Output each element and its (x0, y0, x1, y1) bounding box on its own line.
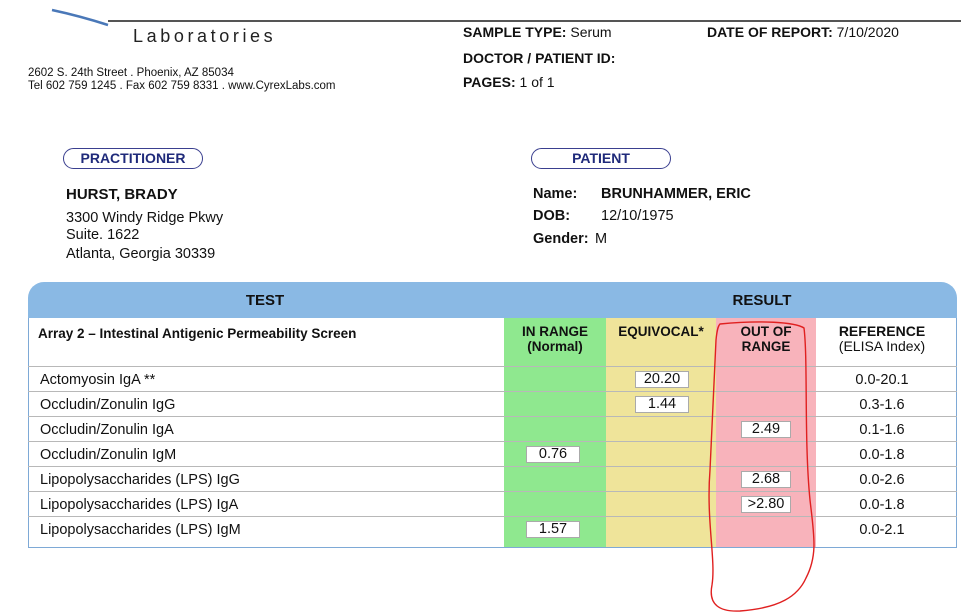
patient-dob-label: DOB: (533, 208, 571, 224)
practitioner-address1: 3300 Windy Ridge Pkwy (66, 210, 224, 226)
panel-name: Array 2 – Intestinal Antigenic Permeabil… (38, 326, 357, 341)
test-name: Occludin/Zonulin IgA (40, 422, 174, 438)
row-separator (28, 466, 957, 467)
report-date-value: 7/10/2020 (836, 24, 899, 40)
top-rule (108, 20, 961, 22)
table-body (28, 318, 957, 548)
pages-label: PAGES: (463, 74, 516, 90)
in-range-value: 0.76 (526, 446, 580, 463)
practitioner-heading: PRACTITIONER (63, 148, 203, 169)
report-date-label: DATE OF REPORT: (707, 24, 833, 40)
report-date: DATE OF REPORT: 7/10/2020 (707, 24, 899, 40)
header-test: TEST (245, 292, 285, 309)
patient-dob-value: 12/10/1975 (601, 208, 674, 224)
practitioner-address2: Suite. 1622 (66, 227, 140, 243)
reference-range: 0.0-20.1 (855, 372, 909, 388)
col-title-reference: REFERENCE (ELISA Index) (818, 324, 946, 354)
patient-gender-row: Gender: M (533, 231, 607, 248)
col-title-out-of-range: OUT OF RANGE (716, 324, 816, 354)
reference-range: 0.3-1.6 (859, 397, 905, 413)
out-of-range-value: 2.68 (741, 471, 791, 488)
patient-name-row: Name: BRUNHAMMER, ERIC (533, 186, 751, 203)
reference-range: 0.1-1.6 (859, 422, 905, 438)
patient-gender-value: M (595, 231, 608, 247)
pages-value: 1 of 1 (519, 74, 555, 90)
lab-address-line2: Tel 602 759 1245 . Fax 602 759 8331 . ww… (28, 80, 336, 92)
practitioner-name: HURST, BRADY (66, 186, 178, 203)
lab-address: 2602 S. 24th Street . Phoenix, AZ 85034 … (28, 67, 336, 93)
patient-dob-row: DOB: 12/10/1975 (533, 208, 674, 225)
row-separator (28, 491, 957, 492)
lab-address-line1: 2602 S. 24th Street . Phoenix, AZ 85034 (28, 67, 234, 79)
equivocal-value: 1.44 (635, 396, 689, 413)
col-in-range-line2: (Normal) (527, 339, 583, 354)
test-name: Actomyosin IgA ** (40, 372, 156, 388)
equivocal-column (606, 318, 716, 547)
test-name: Lipopolysaccharides (LPS) IgG (40, 472, 240, 488)
out-of-range-value: >2.80 (741, 496, 791, 513)
col-out-of-range-line1: OUT OF (740, 324, 792, 339)
row-separator (28, 441, 957, 442)
col-in-range-line1: IN RANGE (521, 324, 588, 339)
test-name: Occludin/Zonulin IgG (40, 397, 176, 413)
sample-type-label: SAMPLE TYPE: (463, 24, 567, 40)
red-annotation-outline (708, 321, 815, 612)
header-result: RESULT (732, 292, 792, 309)
practitioner-address3: Atlanta, Georgia 30339 (66, 246, 216, 262)
reference-range: 0.0-2.6 (859, 472, 905, 488)
col-title-in-range: IN RANGE (Normal) (504, 324, 606, 354)
test-name: Lipopolysaccharides (LPS) IgM (40, 522, 241, 538)
patient-heading: PATIENT (531, 148, 671, 169)
patient-name-label: Name: (533, 186, 578, 202)
test-name: Lipopolysaccharides (LPS) IgA (40, 497, 239, 513)
col-reference-line1: REFERENCE (838, 323, 926, 339)
test-name: Occludin/Zonulin IgM (40, 447, 177, 463)
col-reference-line2: (ELISA Index) (838, 338, 926, 354)
table-header-bar (28, 282, 957, 318)
reference-range: 0.0-1.8 (859, 447, 905, 463)
equivocal-value: 20.20 (635, 371, 689, 388)
sample-type: SAMPLE TYPE: Serum (463, 24, 612, 40)
out-of-range-value: 2.49 (741, 421, 791, 438)
logo-swoosh-icon (51, 8, 109, 27)
col-equivocal-line1: EQUIVOCAL* (618, 324, 704, 339)
results-table: TEST RESULT Array 2 – Intestinal Antigen… (28, 282, 957, 548)
row-separator (28, 391, 957, 392)
pages: PAGES: 1 of 1 (463, 74, 555, 90)
lab-name: Laboratories (133, 26, 277, 46)
row-separator (28, 416, 957, 417)
col-out-of-range-line2: RANGE (741, 339, 791, 354)
doctor-patient-id-label: DOCTOR / PATIENT ID: (463, 50, 616, 66)
doctor-patient-id: DOCTOR / PATIENT ID: (463, 50, 615, 66)
row-separator (28, 366, 957, 367)
col-title-equivocal: EQUIVOCAL* (606, 324, 716, 339)
row-separator (28, 516, 957, 517)
in-range-column (504, 318, 606, 547)
reference-range: 0.0-1.8 (859, 497, 905, 513)
sample-type-value: Serum (570, 24, 612, 40)
patient-name-value: BRUNHAMMER, ERIC (601, 186, 751, 202)
reference-range: 0.0-2.1 (859, 522, 905, 538)
patient-gender-label: Gender: (533, 231, 589, 247)
in-range-value: 1.57 (526, 521, 580, 538)
